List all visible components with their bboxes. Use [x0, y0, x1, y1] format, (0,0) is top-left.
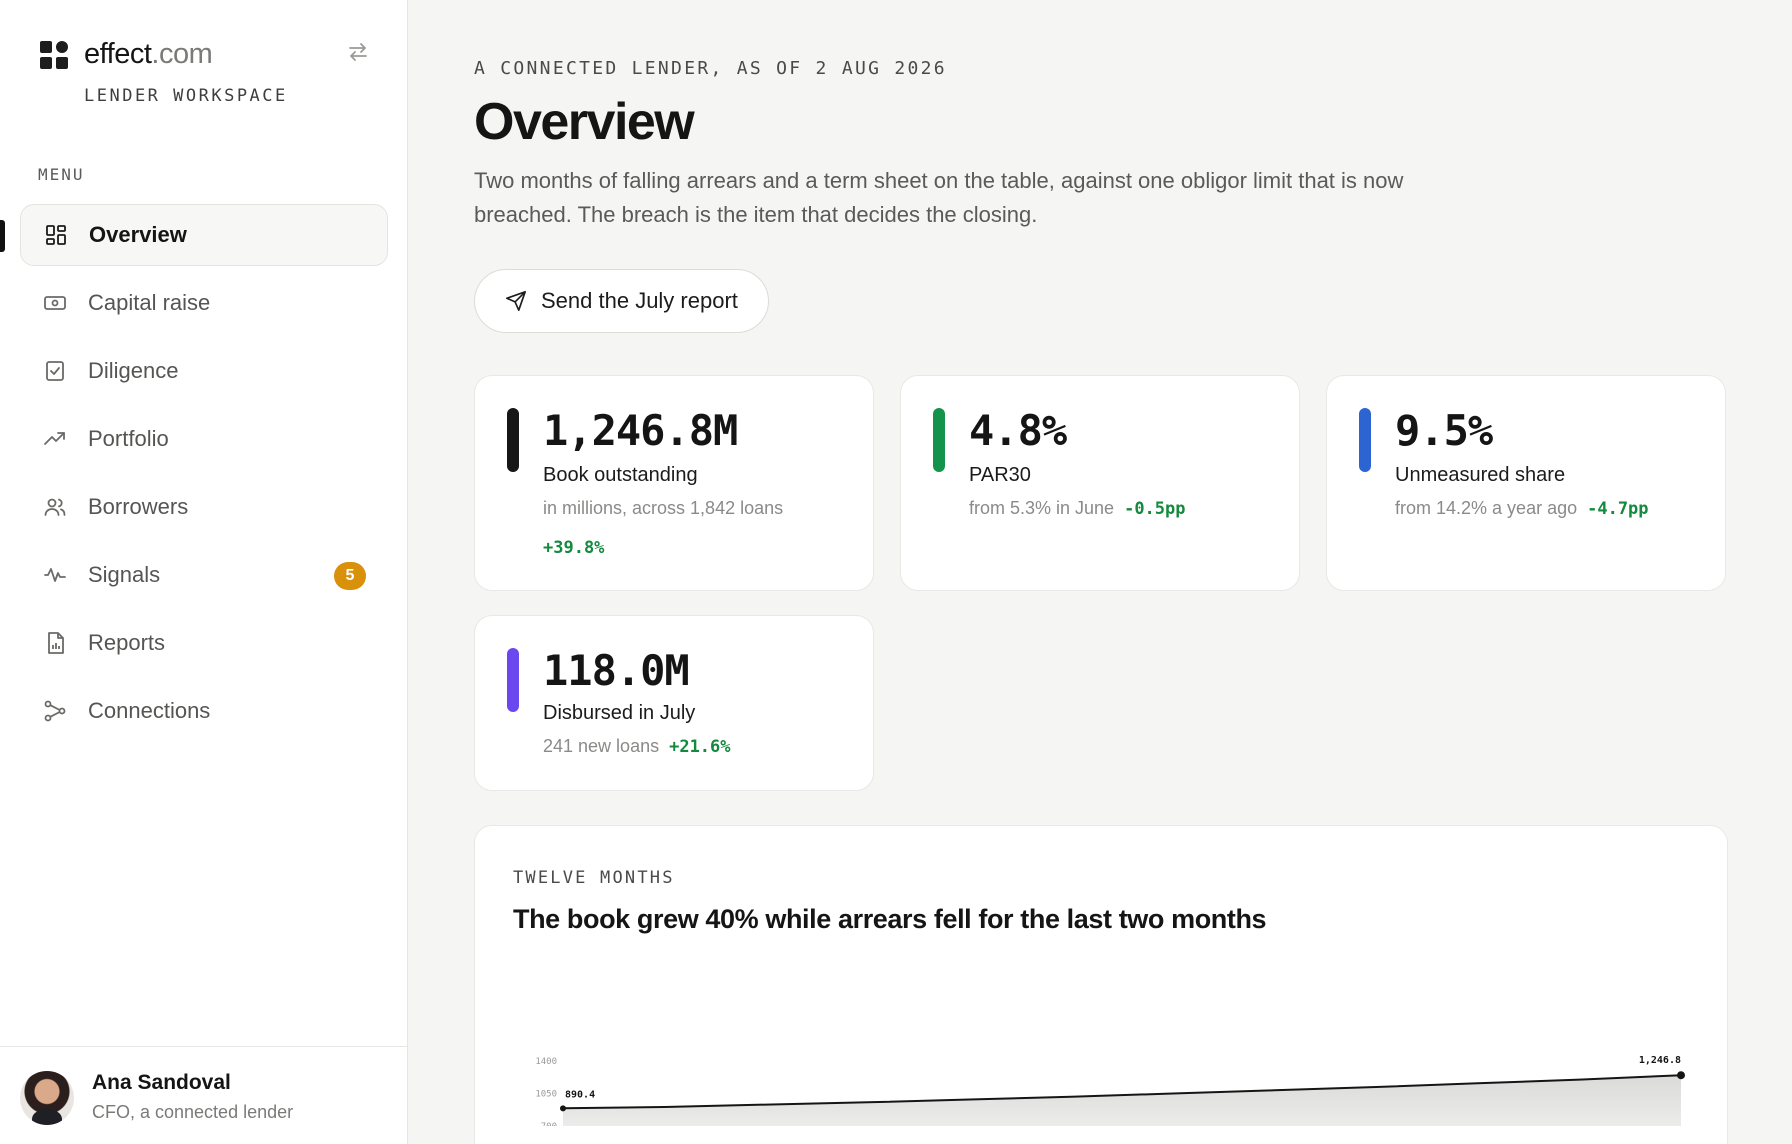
kpi-label: Book outstanding: [543, 464, 698, 486]
book-outstanding-chart: 1400 1050 700 890.4 1,246.8: [535, 1055, 1685, 1126]
chart-card: TWELVE MONTHS The book grew 40% while ar…: [474, 825, 1728, 1144]
sidebar-nav: Overview Capital raise Diligence Portfol…: [20, 204, 388, 748]
kpi-label: Disbursed in July: [543, 702, 696, 724]
kpi-value: 4.8%: [969, 406, 1067, 455]
avatar: [20, 1071, 74, 1125]
kpi-card-unmeasured-share[interactable]: 9.5% Unmeasured share from 14.2% a year …: [1326, 375, 1726, 591]
chart-area: [563, 1075, 1681, 1126]
active-indicator: [0, 220, 5, 252]
kpi-delta: -0.5pp: [1124, 499, 1186, 519]
grid-icon: [43, 222, 69, 248]
y-tick-label: 1400: [535, 1057, 557, 1067]
sidebar-item-label: Borrowers: [88, 494, 189, 519]
sidebar-item-capital-raise[interactable]: Capital raise: [20, 272, 388, 334]
sidebar-item-label: Connections: [88, 698, 211, 723]
report-icon: [42, 630, 68, 656]
user-role: CFO, a connected lender: [92, 1102, 294, 1122]
y-tick-label: 700: [541, 1122, 557, 1126]
sidebar-item-borrowers[interactable]: Borrowers: [20, 476, 388, 538]
chart-point-start: [560, 1105, 566, 1112]
kpi-subtext: in millions, across 1,842 loans: [543, 498, 784, 518]
sidebar-item-portfolio[interactable]: Portfolio: [20, 408, 388, 470]
pulse-icon: [42, 562, 68, 588]
kpi-delta: +21.6%: [669, 737, 731, 757]
kpi-card-book-outstanding[interactable]: 1,246.8M Book outstanding in millions, a…: [474, 375, 874, 591]
sidebar-item-label: Portfolio: [88, 426, 169, 451]
signals-count-badge: 5: [334, 562, 366, 590]
send-icon: [506, 291, 526, 311]
chart-end-label: 1,246.8: [1639, 1055, 1681, 1066]
sidebar-item-label: Capital raise: [88, 290, 211, 315]
connections-icon: [42, 698, 68, 724]
menu-label: MENU: [38, 165, 85, 184]
page-eyebrow: A CONNECTED LENDER, AS OF 2 AUG 2026: [474, 58, 947, 79]
chart-line: [562, 1074, 1682, 1110]
kpi-subtext: from 14.2% a year ago -4.7pp: [1395, 498, 1649, 519]
kpi-subtext: from 5.3% in June -0.5pp: [969, 498, 1186, 519]
sidebar-item-label: Diligence: [88, 358, 179, 383]
kpi-color-bar: [1359, 408, 1371, 472]
kpi-subtext: 241 new loans +21.6%: [543, 736, 731, 757]
kpi-label: Unmeasured share: [1395, 464, 1566, 486]
kpi-value: 118.0M: [543, 646, 690, 695]
kpi-delta: -4.7pp: [1587, 499, 1649, 519]
page-title: Overview: [474, 93, 695, 151]
chart-eyebrow: TWELVE MONTHS: [513, 868, 675, 888]
chart-point-end: [1677, 1071, 1685, 1080]
user-profile[interactable]: Ana Sandoval CFO, a connected lender: [0, 1046, 408, 1144]
page-description: Two months of falling arrears and a term…: [474, 168, 1404, 227]
chart-start-label: 890.4: [565, 1089, 595, 1100]
sidebar-item-label: Overview: [89, 222, 187, 247]
kpi-delta: +39.8%: [543, 538, 605, 558]
logo-mark-icon: [40, 40, 68, 69]
kpi-value: 1,246.8M: [543, 406, 738, 455]
kpi-card-disbursed[interactable]: 118.0M Disbursed in July 241 new loans +2…: [474, 615, 874, 791]
trend-up-icon: [42, 426, 68, 452]
workspace-label: LENDER WORKSPACE: [84, 86, 288, 106]
sidebar-item-reports[interactable]: Reports: [20, 612, 388, 674]
banknote-icon: [42, 290, 68, 316]
kpi-color-bar: [507, 648, 519, 712]
kpi-value: 9.5%: [1395, 406, 1493, 455]
chart-title: The book grew 40% while arrears fell for…: [513, 904, 1267, 934]
sidebar-item-diligence[interactable]: Diligence: [20, 340, 388, 402]
sidebar: effect.com LENDER WORKSPACE MENU Overvie…: [0, 0, 408, 1144]
brand-logo[interactable]: effect.com: [40, 38, 213, 71]
kpi-color-bar: [507, 408, 519, 472]
kpi-card-par30[interactable]: 4.8% PAR30 from 5.3% in June -0.5pp: [900, 375, 1300, 591]
user-name: Ana Sandoval: [92, 1071, 231, 1094]
send-report-label: Send the July report: [541, 288, 738, 313]
kpi-color-bar: [933, 408, 945, 472]
sidebar-item-signals[interactable]: Signals 5: [20, 544, 388, 606]
y-tick-label: 1050: [535, 1090, 557, 1100]
sidebar-item-label: Signals: [88, 562, 161, 587]
send-report-button[interactable]: Send the July report: [474, 269, 769, 333]
swap-workspace-icon[interactable]: [346, 40, 370, 64]
sidebar-item-connections[interactable]: Connections: [20, 680, 388, 742]
brand-name: effect.com: [84, 38, 213, 70]
users-icon: [42, 494, 68, 520]
sidebar-item-overview[interactable]: Overview: [20, 204, 388, 266]
kpi-label: PAR30: [969, 464, 1031, 486]
sidebar-item-label: Reports: [88, 630, 166, 655]
checklist-icon: [42, 358, 68, 384]
